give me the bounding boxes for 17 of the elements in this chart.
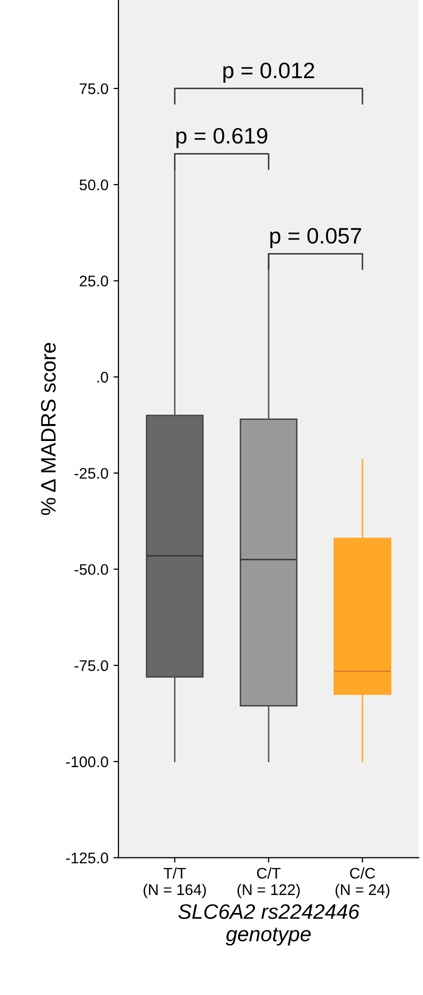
x-tick-label: C/T (N = 122) bbox=[238, 867, 300, 898]
y-tick-label: -25.0 bbox=[74, 468, 108, 479]
y-tick-label: -50.0 bbox=[74, 564, 108, 575]
annotation: p = 0.012 bbox=[223, 62, 314, 83]
y-tick-label: -100.0 bbox=[66, 756, 108, 768]
y-axis-title: % Δ MADRS score bbox=[40, 342, 56, 515]
x-axis-title: SLC6A2 rs2242446 genotype bbox=[178, 904, 360, 946]
y-tick-label: 50.0 bbox=[80, 179, 108, 190]
y-tick-label: -75.0 bbox=[74, 660, 108, 672]
y-tick-label: 25.0 bbox=[80, 276, 108, 286]
y-tick-label: 75.0 bbox=[80, 83, 108, 94]
y-tick-label: -125.0 bbox=[66, 852, 108, 864]
annotation: p = 0.057 bbox=[270, 228, 362, 248]
y-tick-label: .0 bbox=[97, 372, 108, 383]
x-tick-label: T/T (N = 164) bbox=[144, 867, 206, 898]
x-tick-label: C/C (N = 24) bbox=[336, 867, 390, 898]
annotation: p = 0.619 bbox=[176, 128, 268, 148]
